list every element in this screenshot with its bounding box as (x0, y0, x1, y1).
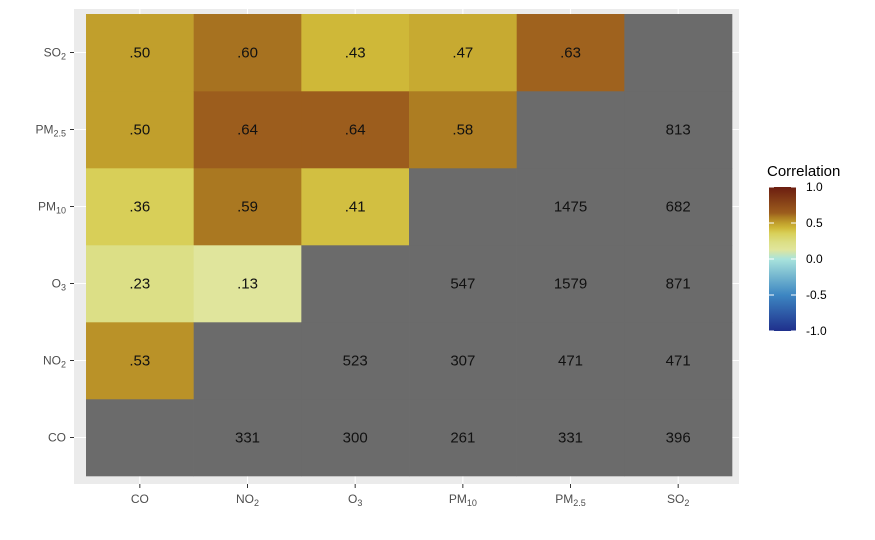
y-axis: CO NO2 O3 PM10 PM2.5 SO2 (35, 46, 74, 445)
count-cell (624, 322, 733, 400)
legend: Correlation 1.0 0.5 0.0 -0.5 -1.0 (767, 163, 840, 338)
correlation-label: .43 (345, 45, 366, 62)
count-cell (301, 322, 410, 400)
count-label: 261 (450, 430, 475, 447)
x-tick-label: CO (131, 492, 149, 506)
correlation-cell (409, 14, 517, 92)
count-cell (516, 168, 625, 246)
correlation-label: .64 (237, 122, 258, 139)
correlation-label: .23 (129, 276, 150, 293)
count-cell (193, 322, 302, 400)
legend-tick-label: 1.0 (806, 180, 823, 194)
correlation-label: .41 (345, 199, 366, 216)
count-label: 471 (666, 353, 691, 370)
count-label: 300 (343, 430, 368, 447)
count-cell (516, 399, 625, 477)
count-cell (301, 399, 410, 477)
correlation-label: .53 (129, 353, 150, 370)
count-cell (624, 399, 733, 477)
legend-ticks: 1.0 0.5 0.0 -0.5 -1.0 (769, 180, 827, 338)
y-tick-label: NO2 (43, 354, 66, 370)
legend-tick-label: 0.0 (806, 252, 823, 266)
y-tick-label: CO (48, 431, 66, 445)
correlation-label: .50 (129, 45, 150, 62)
count-cell (409, 322, 517, 400)
correlation-cell (409, 91, 517, 169)
count-cell (409, 399, 517, 477)
y-tick-label: PM10 (38, 200, 66, 216)
correlation-label: .47 (452, 45, 473, 62)
heatmap-cells (86, 14, 733, 477)
correlation-label: .50 (129, 122, 150, 139)
y-tick-label: O3 (52, 277, 66, 293)
count-label: 307 (450, 353, 475, 370)
count-cell (86, 399, 194, 477)
cell-labels: .53 .23 .36 .50 .50 .13 .59 .64 .60 .41 .64 .43 .58.… (129, 45, 690, 447)
count-label: 331 (235, 430, 260, 447)
correlation-cell (86, 245, 194, 323)
correlation-cell (193, 245, 302, 323)
count-cell (624, 14, 733, 92)
count-cell (516, 245, 625, 323)
count-cell (624, 168, 733, 246)
count-cell (624, 91, 733, 169)
correlation-label: .63 (560, 45, 581, 62)
count-cell (301, 245, 410, 323)
count-cell (516, 91, 625, 169)
count-cell (624, 245, 733, 323)
correlation-cell (516, 14, 625, 92)
count-cell (409, 245, 517, 323)
correlation-cell (193, 91, 302, 169)
count-label: 523 (343, 353, 368, 370)
correlation-cell (301, 168, 410, 246)
count-label: 682 (666, 199, 691, 216)
correlation-label: .60 (237, 45, 258, 62)
count-label: 547 (450, 276, 475, 293)
correlation-cell (86, 168, 194, 246)
correlation-cell (193, 168, 302, 246)
correlation-cell (86, 91, 194, 169)
correlation-cell (301, 14, 410, 92)
correlation-label: .64 (345, 122, 366, 139)
count-label: 396 (666, 430, 691, 447)
legend-tick-label: -1.0 (806, 324, 827, 338)
count-label: 471 (558, 353, 583, 370)
count-label: 1579 (554, 276, 587, 293)
correlation-cell (193, 14, 302, 92)
correlation-cell (86, 322, 194, 400)
count-label: 871 (666, 276, 691, 293)
count-label: 331 (558, 430, 583, 447)
x-tick-label: NO2 (236, 492, 259, 508)
x-tick-label: SO2 (667, 492, 689, 508)
correlation-cell (301, 91, 410, 169)
count-cell (516, 322, 625, 400)
y-tick-label: PM2.5 (35, 123, 66, 139)
count-cell (409, 168, 517, 246)
x-tick-label: PM10 (449, 492, 477, 508)
legend-tick-label: 0.5 (806, 216, 823, 230)
x-tick-label: PM2.5 (555, 492, 586, 508)
count-label: 813 (666, 122, 691, 139)
correlation-label: .36 (129, 199, 150, 216)
legend-title: Correlation (767, 163, 840, 180)
x-axis: CO NO2 O3 PM10 PM2.5 SO2 (131, 484, 689, 508)
correlation-label: .59 (237, 199, 258, 216)
count-cell (193, 399, 302, 477)
y-tick-label: SO2 (44, 46, 66, 62)
correlation-cell (86, 14, 194, 92)
count-label: 1475 (554, 199, 587, 216)
legend-tick-label: -0.5 (806, 288, 827, 302)
correlation-label: .58 (452, 122, 473, 139)
x-tick-label: O3 (348, 492, 362, 508)
correlation-label: .13 (237, 276, 258, 293)
